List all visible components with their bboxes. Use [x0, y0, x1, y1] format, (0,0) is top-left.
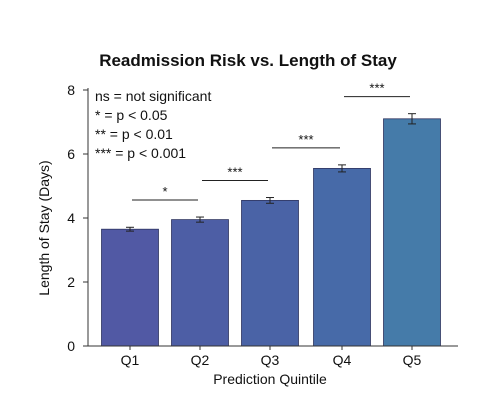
y-tick-label: 6	[67, 146, 75, 162]
legend-line: *** = p < 0.001	[95, 145, 186, 161]
y-tick-label: 8	[67, 82, 75, 98]
x-tick-label: Q5	[403, 352, 422, 368]
bar-q2	[171, 219, 229, 347]
y-tick-label: 4	[67, 210, 75, 226]
bar-q5	[383, 118, 441, 347]
x-tick-label: Q2	[191, 352, 210, 368]
legend-line: ** = p < 0.01	[95, 126, 173, 142]
y-axis-label: Length of Stay (Days)	[36, 160, 52, 295]
y-tick-label: 0	[67, 338, 75, 354]
y-axis: 0 2 4 6 8	[67, 82, 89, 354]
bar-q1	[101, 228, 159, 347]
y-tick-label: 2	[67, 274, 75, 290]
significance-label: ***	[227, 165, 242, 180]
significance-label: *	[162, 184, 167, 199]
x-tick-label: Q1	[121, 352, 140, 368]
x-tick-label: Q3	[261, 352, 280, 368]
bar-q3	[241, 199, 299, 347]
significance-label: ***	[298, 132, 313, 147]
error-bars	[126, 113, 416, 232]
x-axis-label: Prediction Quintile	[213, 371, 327, 387]
significance-brackets: **********	[132, 81, 410, 201]
significance-legend: ns = not significant * = p < 0.05 ** = p <…	[95, 88, 211, 161]
significance-label: ***	[369, 81, 384, 96]
bar-q4	[313, 167, 371, 347]
legend-line: * = p < 0.05	[95, 107, 168, 123]
legend-line: ns = not significant	[95, 88, 211, 104]
x-tick-label: Q4	[333, 352, 352, 368]
x-axis: Q1 Q2 Q3 Q4 Q5	[88, 345, 458, 368]
chart-title: Readmission Risk vs. Length of Stay	[99, 51, 397, 70]
